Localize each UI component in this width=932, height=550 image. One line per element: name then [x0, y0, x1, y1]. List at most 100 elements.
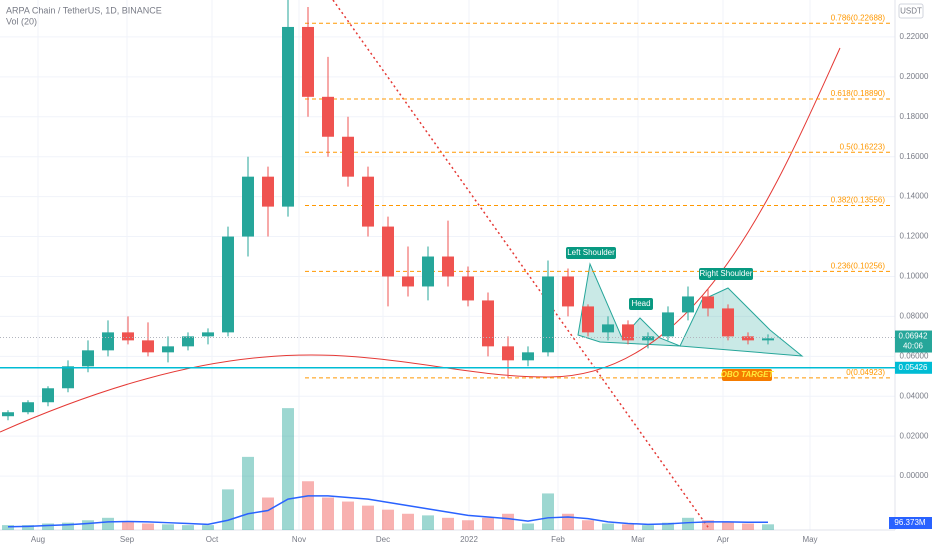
candle-body: [742, 336, 754, 341]
candle-body: [562, 276, 574, 307]
volume-bar: [182, 525, 194, 530]
x-tick-label: Mar: [631, 535, 645, 544]
candle-body: [182, 336, 194, 347]
candle-body: [402, 276, 414, 287]
candle-body: [682, 296, 694, 313]
candle-body: [122, 332, 134, 341]
candle-body: [322, 96, 334, 137]
annotation: Head: [631, 299, 650, 308]
candle-body: [62, 366, 74, 389]
candle-body: [762, 338, 774, 341]
annotation: OBO TARGET: [721, 370, 775, 379]
volume-bar: [282, 408, 294, 530]
volume-bar: [702, 520, 714, 530]
annotation: Right Shoulder: [700, 269, 753, 278]
candle-body: [102, 332, 114, 351]
y-tick-label: 0.10000: [900, 272, 929, 281]
volume-bar: [422, 515, 434, 530]
fib-label: 0.618(0.18890): [831, 89, 886, 98]
trend-line: [332, 0, 711, 531]
candle-body: [422, 256, 434, 287]
volume-bar: [62, 522, 74, 530]
candle-body: [142, 340, 154, 353]
volume-bar: [42, 523, 54, 530]
x-tick-label: Apr: [717, 535, 730, 544]
volume-bar: [22, 525, 34, 530]
fib-label: 0.786(0.22688): [831, 13, 886, 22]
countdown-label: 40:06: [903, 342, 924, 351]
candle-body: [302, 26, 314, 97]
volume-bar: [402, 513, 414, 530]
volume-bar: [662, 522, 674, 530]
volume-bar: [682, 517, 694, 530]
candle-body: [362, 176, 374, 227]
candle-body: [582, 306, 594, 333]
candle-body: [702, 296, 714, 309]
y-tick-label: 0.16000: [900, 152, 929, 161]
volume-bar: [642, 525, 654, 530]
volume-bar: [502, 513, 514, 530]
volume-bar: [2, 525, 14, 530]
annotation-box: [629, 298, 653, 310]
volume-bar: [342, 501, 354, 530]
x-tick-label: Aug: [31, 535, 45, 544]
currency-box[interactable]: [898, 3, 924, 19]
currency: USDT: [900, 7, 922, 16]
volume-label: 96.373M: [894, 518, 925, 527]
x-tick-label: 2022: [460, 535, 478, 544]
candle-body: [202, 332, 214, 337]
candle-body: [2, 412, 14, 417]
y-tick-label: 0.00000: [900, 471, 929, 480]
candle-body: [462, 276, 474, 301]
x-tick-label: Nov: [292, 535, 306, 544]
y-tick-label: 0.12000: [900, 232, 929, 241]
volume-bar: [442, 517, 454, 530]
volume-bar: [362, 505, 374, 530]
candle-body: [602, 324, 614, 333]
annotation-box: [699, 268, 753, 280]
volume-bar: [582, 520, 594, 530]
volume-bar: [242, 456, 254, 530]
candle-body: [382, 226, 394, 277]
volume-bar: [322, 497, 334, 530]
x-tick-label: Feb: [551, 535, 565, 544]
support-label-box: [895, 361, 932, 374]
volume-bar: [722, 521, 734, 530]
y-tick-label: 0.18000: [900, 112, 929, 121]
volume-bar: [222, 489, 234, 530]
parabolic-curve: [0, 47, 841, 433]
annotation: Left Shoulder: [567, 248, 615, 257]
x-tick-label: Sep: [120, 535, 135, 544]
fib-label: 0(0.04923): [846, 368, 885, 377]
candle-body: [622, 324, 634, 341]
y-tick-label: 0.14000: [900, 192, 929, 201]
candle-body: [282, 26, 294, 207]
candle-body: [442, 256, 454, 277]
x-tick-label: Dec: [376, 535, 390, 544]
fib-label: 0.236(0.10256): [831, 261, 886, 270]
support-label: 0.05426: [899, 363, 928, 372]
y-tick-label: 0.08000: [900, 312, 929, 321]
candle-body: [642, 336, 654, 341]
fib-label: 0.5(0.16223): [840, 142, 886, 151]
y-tick-label: 0.22000: [900, 32, 929, 41]
y-tick-label: 0.04000: [900, 391, 929, 400]
volume-bar: [482, 517, 494, 530]
volume-bar: [122, 521, 134, 530]
candle-body: [262, 176, 274, 207]
candle-body: [502, 346, 514, 361]
volume-label-box: [889, 517, 932, 529]
candle-body: [662, 312, 674, 337]
volume-bar: [142, 523, 154, 530]
volume-bar: [302, 481, 314, 530]
volume-bar: [602, 523, 614, 530]
candle-body: [242, 176, 254, 237]
volume-bar: [622, 524, 634, 530]
y-tick-label: 0.02000: [900, 431, 929, 440]
x-tick-label: May: [802, 535, 817, 544]
y-tick-label: 0.20000: [900, 72, 929, 81]
volume-bar: [202, 525, 214, 530]
volume-bar: [262, 497, 274, 530]
